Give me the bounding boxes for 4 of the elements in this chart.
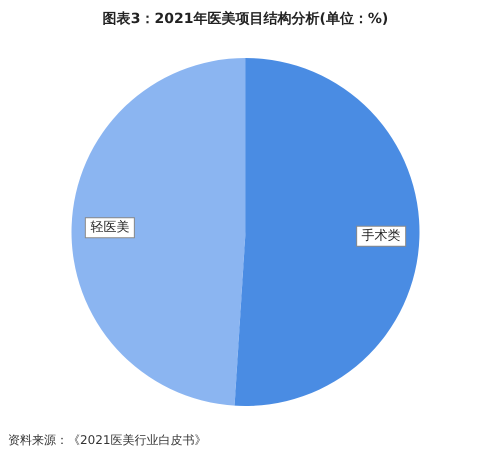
slice-label: 手术类: [362, 228, 401, 244]
slice-label: 轻医美: [90, 219, 130, 236]
chart-title: 图表3：2021年医美项目结构分析(单位：%): [102, 10, 390, 28]
text: 资料来源：《2021医美行业白皮书》: [8, 432, 207, 449]
